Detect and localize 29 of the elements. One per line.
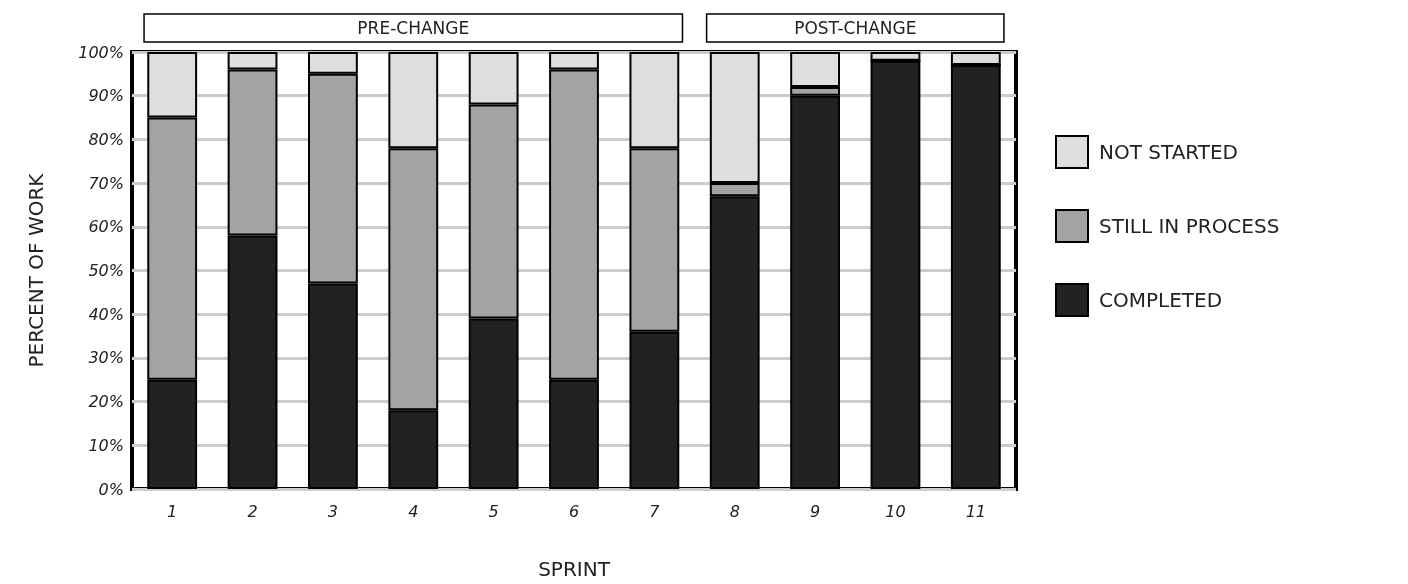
x-tick-label: 6 [568, 501, 580, 521]
legend-label: STILL IN PROCESS [1099, 214, 1280, 238]
y-tick-label: 60% [88, 217, 124, 237]
x-tick-label: 11 [965, 501, 986, 521]
y-tick-label: 30% [88, 348, 124, 368]
x-tick-label: 10 [885, 501, 906, 521]
legend-label: NOT STARTED [1099, 140, 1239, 164]
x-tick-label: 2 [247, 501, 258, 521]
y-tick-label: 80% [88, 129, 124, 149]
y-tick-label: 50% [88, 261, 124, 280]
y-tick-label: 0% [98, 479, 124, 499]
y-tick-label: 70% [88, 173, 124, 193]
legend-label: COMPLETED [1099, 288, 1223, 312]
x-axis-title: SPRINT [538, 557, 611, 581]
y-tick-label: 10% [88, 435, 124, 455]
y-tick-label: 90% [88, 86, 124, 106]
y-tick-label: 40% [88, 304, 124, 324]
x-tick-label: 4 [408, 501, 419, 521]
x-tick-label: 1 [167, 501, 178, 521]
text: PRE-CHANGE [357, 18, 470, 38]
x-tick-label: 3 [327, 501, 338, 521]
y-tick-label: 100% [78, 42, 124, 62]
x-tick-label: 8 [729, 501, 740, 521]
x-tick-label: 5 [488, 501, 499, 521]
text: POST-CHANGE [794, 18, 917, 38]
y-tick-label: 20% [88, 392, 124, 412]
y-axis-title: PERCENT OF WORK [24, 172, 48, 368]
x-tick-label: 7 [649, 501, 661, 521]
x-tick-label: 9 [810, 501, 821, 521]
